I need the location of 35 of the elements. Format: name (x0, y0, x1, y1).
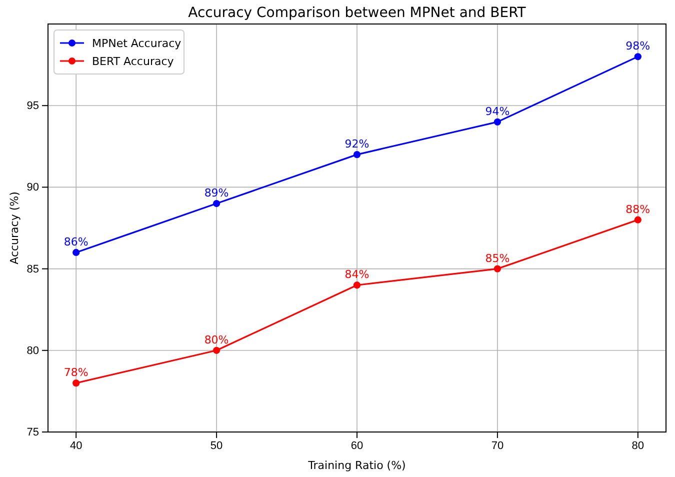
data-label: 86% (64, 235, 88, 248)
x-tick-label: 80 (632, 440, 644, 452)
y-tick-label: 80 (26, 344, 39, 357)
point (72, 248, 80, 256)
point (212, 200, 220, 208)
legend-label: MPNet Accuracy (92, 37, 182, 50)
data-label: 80% (204, 333, 229, 346)
data-label: 84% (344, 268, 370, 282)
point (353, 282, 361, 289)
x-tick-label: 60 (350, 440, 364, 452)
y-tick-label: 90 (26, 182, 39, 194)
x-tick-label: 50 (210, 440, 223, 452)
data-label: 89% (204, 186, 229, 200)
point (494, 265, 502, 272)
y-axis-title: Accuracy (%) (8, 192, 21, 264)
x-axis-title: Training Ratio (%) (307, 459, 406, 472)
data-label: 85% (485, 252, 510, 265)
point (72, 379, 80, 387)
x-tick-label: 40 (70, 440, 82, 452)
point (634, 53, 642, 60)
data-label: 94% (485, 104, 510, 118)
chart-title: Accuracy Comparison between MPNet and BERT (188, 5, 526, 21)
point (212, 346, 220, 354)
point (353, 151, 361, 158)
data-label: 88% (626, 202, 650, 216)
data-label: 78% (64, 366, 88, 380)
y-tick-label: 95 (26, 100, 39, 112)
data-label: 98% (626, 40, 650, 53)
data-label: 92% (344, 138, 370, 151)
y-tick-label: 85 (26, 263, 39, 276)
legend-label: BERT Accuracy (92, 55, 174, 68)
point (634, 216, 642, 224)
x-tick-label: 70 (491, 440, 504, 452)
y-tick-label: 75 (26, 426, 39, 439)
point (494, 118, 502, 126)
